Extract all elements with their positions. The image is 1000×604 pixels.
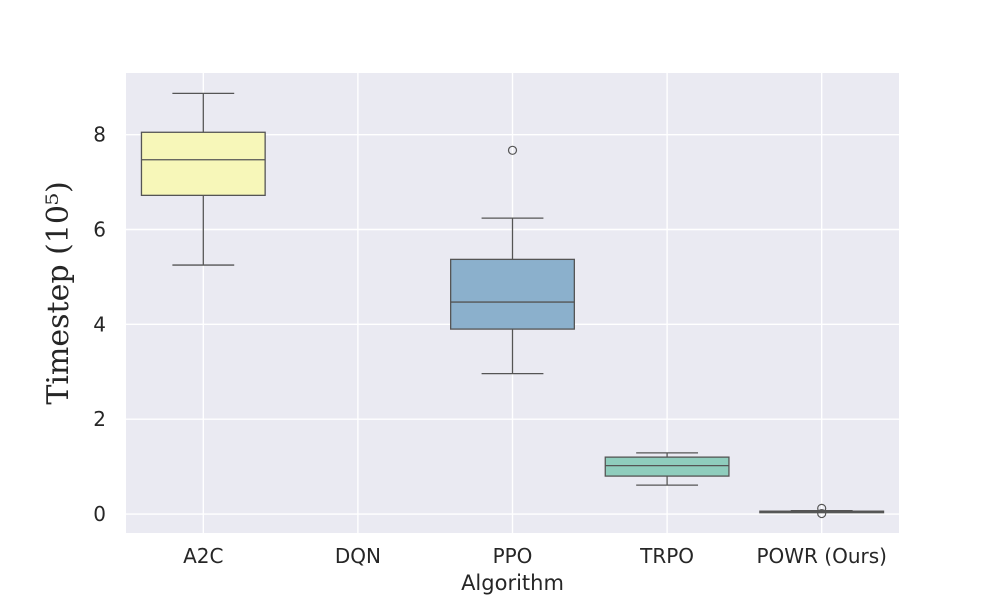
box-a2c [140,92,266,266]
y-tick-label: 4 [93,312,106,336]
outlier-point [507,145,518,155]
y-tick-label: 6 [93,217,106,241]
x-tick-label: DQN [335,544,381,568]
y-axis-ticks: 0 2 4 6 8 [93,123,106,526]
y-axis-title: Timestep (10⁵) [41,181,76,404]
y-tick-label: 8 [93,123,106,147]
box-powr-ours- [759,503,885,519]
outlier-point [817,508,827,519]
y-tick-label: 2 [93,407,106,431]
x-tick-label: PPO [493,544,533,568]
box-iqr [140,131,266,197]
box-ppo [450,145,575,375]
box-iqr [604,456,730,477]
y-tick-label: 0 [93,502,106,526]
x-axis-title: Algorithm [461,571,564,595]
x-tick-label: POWR (Ours) [756,544,887,568]
x-tick-label: TRPO [639,544,694,568]
x-tick-label: A2C [183,544,223,568]
outlier-point [817,503,827,513]
box-trpo [604,452,730,486]
box-iqr [450,258,575,330]
x-axis-ticks: A2C DQN PPO TRPO POWR (Ours) [183,544,887,568]
boxes [140,92,885,519]
